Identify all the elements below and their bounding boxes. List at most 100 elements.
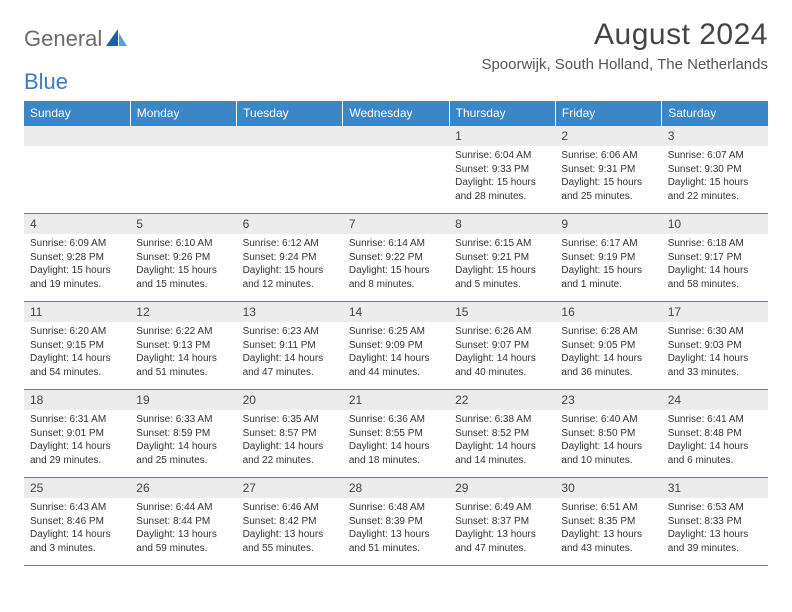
calendar-table: SundayMondayTuesdayWednesdayThursdayFrid… [24, 101, 768, 566]
day-number: 10 [662, 214, 768, 234]
calendar-day-cell: 7Sunrise: 6:14 AMSunset: 9:22 PMDaylight… [343, 214, 449, 302]
calendar-day-cell: 15Sunrise: 6:26 AMSunset: 9:07 PMDayligh… [449, 302, 555, 390]
day-number: 2 [555, 126, 661, 146]
day-number: 7 [343, 214, 449, 234]
calendar-week-row: 4Sunrise: 6:09 AMSunset: 9:28 PMDaylight… [24, 214, 768, 302]
day-detail: Sunrise: 6:25 AMSunset: 9:09 PMDaylight:… [343, 322, 449, 381]
day-number: 31 [662, 478, 768, 498]
calendar-day-cell: 6Sunrise: 6:12 AMSunset: 9:24 PMDaylight… [237, 214, 343, 302]
calendar-day-cell: 12Sunrise: 6:22 AMSunset: 9:13 PMDayligh… [130, 302, 236, 390]
calendar-day-cell: 8Sunrise: 6:15 AMSunset: 9:21 PMDaylight… [449, 214, 555, 302]
weekday-header: Monday [130, 101, 236, 126]
day-number: 13 [237, 302, 343, 322]
calendar-day-cell: 11Sunrise: 6:20 AMSunset: 9:15 PMDayligh… [24, 302, 130, 390]
day-number: 3 [662, 126, 768, 146]
calendar-day-cell: 2Sunrise: 6:06 AMSunset: 9:31 PMDaylight… [555, 126, 661, 214]
day-number: 20 [237, 390, 343, 410]
day-detail: Sunrise: 6:15 AMSunset: 9:21 PMDaylight:… [449, 234, 555, 293]
calendar-day-cell: 27Sunrise: 6:46 AMSunset: 8:42 PMDayligh… [237, 478, 343, 566]
calendar-day-cell: 24Sunrise: 6:41 AMSunset: 8:48 PMDayligh… [662, 390, 768, 478]
month-title: August 2024 [481, 18, 768, 52]
day-number: 15 [449, 302, 555, 322]
calendar-day-cell: 16Sunrise: 6:28 AMSunset: 9:05 PMDayligh… [555, 302, 661, 390]
calendar-day-cell: 22Sunrise: 6:38 AMSunset: 8:52 PMDayligh… [449, 390, 555, 478]
calendar-day-cell: 4Sunrise: 6:09 AMSunset: 9:28 PMDaylight… [24, 214, 130, 302]
title-block: August 2024 Spoorwijk, South Holland, Th… [481, 18, 768, 73]
day-detail: Sunrise: 6:22 AMSunset: 9:13 PMDaylight:… [130, 322, 236, 381]
calendar-body: 1Sunrise: 6:04 AMSunset: 9:33 PMDaylight… [24, 126, 768, 566]
calendar-day-cell: 26Sunrise: 6:44 AMSunset: 8:44 PMDayligh… [130, 478, 236, 566]
day-number: 5 [130, 214, 236, 234]
day-number: 8 [449, 214, 555, 234]
day-detail: Sunrise: 6:46 AMSunset: 8:42 PMDaylight:… [237, 498, 343, 557]
logo-word-2: Blue [24, 69, 68, 95]
logo-word-1: General [24, 26, 102, 52]
day-detail: Sunrise: 6:53 AMSunset: 8:33 PMDaylight:… [662, 498, 768, 557]
day-number: 23 [555, 390, 661, 410]
day-number: 16 [555, 302, 661, 322]
day-number: 27 [237, 478, 343, 498]
day-detail: Sunrise: 6:06 AMSunset: 9:31 PMDaylight:… [555, 146, 661, 205]
calendar-day-cell: 20Sunrise: 6:35 AMSunset: 8:57 PMDayligh… [237, 390, 343, 478]
day-number: 28 [343, 478, 449, 498]
day-number: 21 [343, 390, 449, 410]
calendar-day-cell: 1Sunrise: 6:04 AMSunset: 9:33 PMDaylight… [449, 126, 555, 214]
day-number: 25 [24, 478, 130, 498]
day-number: 1 [449, 126, 555, 146]
weekday-header: Thursday [449, 101, 555, 126]
day-number: 29 [449, 478, 555, 498]
day-detail: Sunrise: 6:20 AMSunset: 9:15 PMDaylight:… [24, 322, 130, 381]
day-number: 9 [555, 214, 661, 234]
day-detail: Sunrise: 6:36 AMSunset: 8:55 PMDaylight:… [343, 410, 449, 469]
calendar-page: General August 2024 Spoorwijk, South Hol… [0, 0, 792, 576]
calendar-day-cell [237, 126, 343, 214]
calendar-day-cell: 14Sunrise: 6:25 AMSunset: 9:09 PMDayligh… [343, 302, 449, 390]
calendar-week-row: 25Sunrise: 6:43 AMSunset: 8:46 PMDayligh… [24, 478, 768, 566]
day-detail: Sunrise: 6:04 AMSunset: 9:33 PMDaylight:… [449, 146, 555, 205]
day-detail: Sunrise: 6:10 AMSunset: 9:26 PMDaylight:… [130, 234, 236, 293]
day-number: 11 [24, 302, 130, 322]
day-number: 6 [237, 214, 343, 234]
day-detail: Sunrise: 6:43 AMSunset: 8:46 PMDaylight:… [24, 498, 130, 557]
day-number [24, 126, 130, 146]
calendar-header-row: SundayMondayTuesdayWednesdayThursdayFrid… [24, 101, 768, 126]
calendar-day-cell: 28Sunrise: 6:48 AMSunset: 8:39 PMDayligh… [343, 478, 449, 566]
calendar-day-cell [130, 126, 236, 214]
weekday-header: Friday [555, 101, 661, 126]
calendar-day-cell: 10Sunrise: 6:18 AMSunset: 9:17 PMDayligh… [662, 214, 768, 302]
day-detail: Sunrise: 6:07 AMSunset: 9:30 PMDaylight:… [662, 146, 768, 205]
calendar-day-cell: 9Sunrise: 6:17 AMSunset: 9:19 PMDaylight… [555, 214, 661, 302]
weekday-header: Sunday [24, 101, 130, 126]
day-detail: Sunrise: 6:33 AMSunset: 8:59 PMDaylight:… [130, 410, 236, 469]
day-detail: Sunrise: 6:35 AMSunset: 8:57 PMDaylight:… [237, 410, 343, 469]
day-detail: Sunrise: 6:17 AMSunset: 9:19 PMDaylight:… [555, 234, 661, 293]
day-detail: Sunrise: 6:30 AMSunset: 9:03 PMDaylight:… [662, 322, 768, 381]
day-number: 22 [449, 390, 555, 410]
calendar-day-cell: 23Sunrise: 6:40 AMSunset: 8:50 PMDayligh… [555, 390, 661, 478]
day-number: 14 [343, 302, 449, 322]
calendar-day-cell: 25Sunrise: 6:43 AMSunset: 8:46 PMDayligh… [24, 478, 130, 566]
calendar-week-row: 11Sunrise: 6:20 AMSunset: 9:15 PMDayligh… [24, 302, 768, 390]
day-detail: Sunrise: 6:48 AMSunset: 8:39 PMDaylight:… [343, 498, 449, 557]
day-detail: Sunrise: 6:49 AMSunset: 8:37 PMDaylight:… [449, 498, 555, 557]
day-detail: Sunrise: 6:51 AMSunset: 8:35 PMDaylight:… [555, 498, 661, 557]
weekday-header: Saturday [662, 101, 768, 126]
day-detail: Sunrise: 6:38 AMSunset: 8:52 PMDaylight:… [449, 410, 555, 469]
calendar-day-cell: 19Sunrise: 6:33 AMSunset: 8:59 PMDayligh… [130, 390, 236, 478]
logo-sail-icon [106, 29, 128, 52]
day-number: 24 [662, 390, 768, 410]
day-number [130, 126, 236, 146]
day-detail: Sunrise: 6:31 AMSunset: 9:01 PMDaylight:… [24, 410, 130, 469]
day-number: 12 [130, 302, 236, 322]
day-number: 4 [24, 214, 130, 234]
calendar-day-cell: 5Sunrise: 6:10 AMSunset: 9:26 PMDaylight… [130, 214, 236, 302]
calendar-day-cell: 30Sunrise: 6:51 AMSunset: 8:35 PMDayligh… [555, 478, 661, 566]
calendar-day-cell: 18Sunrise: 6:31 AMSunset: 9:01 PMDayligh… [24, 390, 130, 478]
calendar-day-cell [343, 126, 449, 214]
calendar-week-row: 18Sunrise: 6:31 AMSunset: 9:01 PMDayligh… [24, 390, 768, 478]
day-number: 19 [130, 390, 236, 410]
day-number: 26 [130, 478, 236, 498]
day-number: 17 [662, 302, 768, 322]
day-detail: Sunrise: 6:12 AMSunset: 9:24 PMDaylight:… [237, 234, 343, 293]
day-detail: Sunrise: 6:14 AMSunset: 9:22 PMDaylight:… [343, 234, 449, 293]
